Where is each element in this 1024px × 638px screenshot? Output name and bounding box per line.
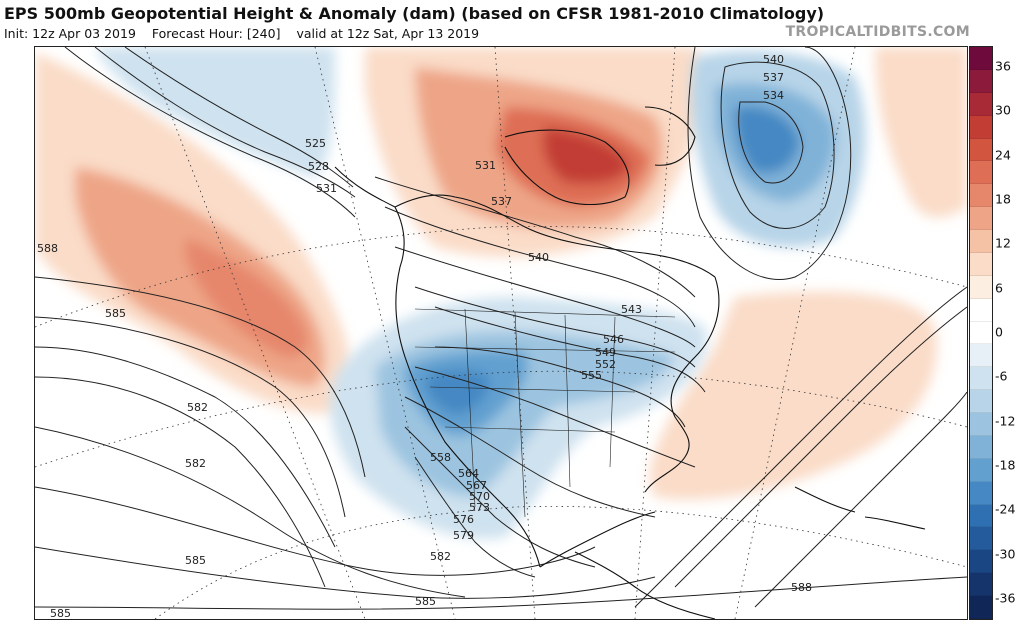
- contour-label: 582: [187, 401, 208, 414]
- colorbar-segment: [970, 596, 992, 619]
- colorbar-tick-label: -30: [995, 546, 1016, 562]
- map-subtitle: Init: 12z Apr 03 2019 Forecast Hour: [24…: [4, 26, 491, 41]
- positive-anomaly-shading: [35, 47, 967, 500]
- contour-label: 585: [415, 595, 436, 608]
- contour-label: 570: [469, 490, 490, 503]
- contour-label: 525: [305, 137, 326, 150]
- forecast-hour: Forecast Hour: [240]: [151, 26, 281, 41]
- colorbar-tick-label: 18: [995, 191, 1011, 207]
- contour-label: 531: [475, 159, 496, 172]
- contour-label: 540: [763, 53, 784, 66]
- colorbar-segment: [970, 458, 992, 482]
- valid-time: valid at 12z Sat, Apr 13 2019: [296, 26, 480, 41]
- colorbar-segment: [970, 230, 992, 253]
- colorbar-tick-label: -12: [995, 413, 1016, 429]
- contour-label: 558: [430, 451, 451, 464]
- colorbar-tick-label: 6: [995, 280, 1003, 296]
- contour-label: 540: [528, 251, 549, 264]
- colorbar-segment: [970, 47, 992, 70]
- colorbar-segment: [970, 69, 992, 93]
- colorbar-segment: [970, 115, 992, 139]
- colorbar-tick-label: -18: [995, 457, 1016, 473]
- colorbar-segment: [970, 550, 992, 574]
- anomaly-colorbar: [969, 46, 993, 620]
- colorbar-segment: [970, 138, 992, 162]
- colorbar-segment: [970, 184, 992, 208]
- contour-label: 579: [453, 529, 474, 542]
- contour-label: 564: [458, 467, 479, 480]
- colorbar-segment: [970, 435, 992, 459]
- colorbar-tick-label: 24: [995, 147, 1011, 163]
- colorbar-segment: [970, 298, 992, 322]
- contour-label: 537: [491, 195, 512, 208]
- colorbar-segment: [970, 504, 992, 528]
- map-title: EPS 500mb Geopotential Height & Anomaly …: [4, 4, 825, 23]
- colorbar-segment: [970, 275, 992, 299]
- coastlines: [334, 106, 926, 619]
- colorbar-segment: [970, 321, 992, 345]
- colorbar-tick-label: -6: [995, 368, 1008, 384]
- colorbar-segment: [970, 344, 992, 368]
- contour-label: 588: [37, 242, 58, 255]
- contour-label: 546: [603, 333, 624, 346]
- contour-label: 582: [430, 550, 451, 563]
- colorbar-tick-label: -36: [995, 590, 1016, 606]
- contour-label: 534: [763, 89, 784, 102]
- colorbar-segment: [970, 367, 992, 391]
- colorbar-tick-labels: 36 30 24 18 12 6 0 -6 -12 -18 -24 -30 -36: [995, 46, 1023, 618]
- contour-label: 531: [316, 182, 337, 195]
- init-time: Init: 12z Apr 03 2019: [4, 26, 136, 41]
- colorbar-segment: [970, 573, 992, 596]
- contour-label: 585: [50, 607, 71, 619]
- colorbar-segment: [970, 207, 992, 230]
- colorbar-tick-label: 36: [995, 58, 1011, 74]
- contour-label: 537: [763, 71, 784, 84]
- colorbar-segment: [970, 527, 992, 551]
- colorbar-segment: [970, 481, 992, 505]
- contour-label: 576: [453, 513, 474, 526]
- contour-label: 588: [791, 581, 812, 594]
- colorbar-tick-label: -24: [995, 501, 1016, 517]
- colorbar-segment: [970, 252, 992, 276]
- contour-label: 555: [581, 369, 602, 382]
- negative-anomaly-shading: [95, 47, 866, 539]
- contour-label: 573: [469, 501, 490, 514]
- state-borders: [414, 308, 676, 518]
- contour-label: 549: [595, 346, 616, 359]
- colorbar-tick-label: 12: [995, 235, 1011, 251]
- contour-labels: 525 528 531 531 537 540 543 546 549 552 …: [37, 53, 812, 619]
- contour-label: 543: [621, 303, 642, 316]
- contour-label: 585: [105, 307, 126, 320]
- colorbar-segment: [970, 390, 992, 413]
- contour-label: 528: [308, 160, 329, 173]
- height-anomaly-map: 525 528 531 531 537 540 543 546 549 552 …: [35, 47, 967, 619]
- contour-label: 567: [466, 479, 487, 492]
- contour-label: 552: [595, 358, 616, 371]
- height-contours: [35, 47, 967, 610]
- colorbar-tick-label: 30: [995, 102, 1011, 118]
- colorbar-segment: [970, 161, 992, 185]
- colorbar-segment: [970, 92, 992, 116]
- contour-label: 585: [185, 554, 206, 567]
- lat-lon-grid: [35, 47, 967, 619]
- map-panel: 525 528 531 531 537 540 543 546 549 552 …: [34, 46, 968, 620]
- colorbar-tick-label: 0: [995, 324, 1003, 340]
- watermark-brand: TROPICALTIDBITS.COM: [785, 24, 970, 40]
- colorbar-segment: [970, 413, 992, 436]
- contour-label: 582: [185, 457, 206, 470]
